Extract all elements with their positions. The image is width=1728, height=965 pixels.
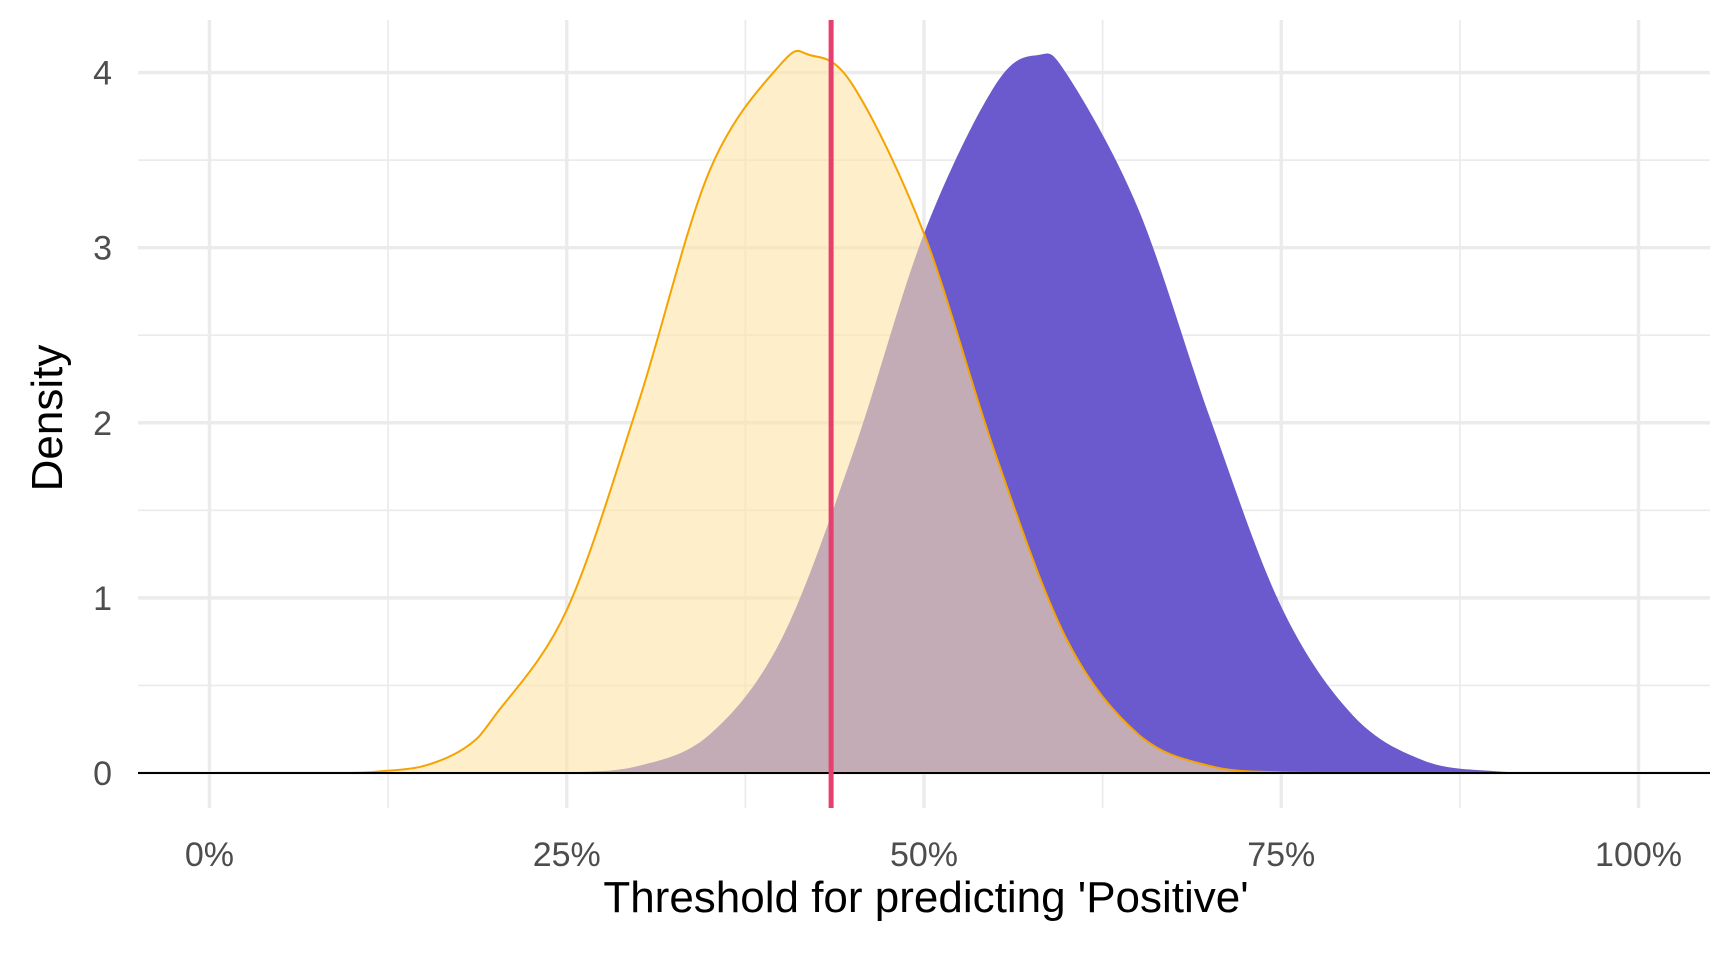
reference-lines — [138, 20, 1710, 808]
y-axis-ticks: 0 1 2 3 4 — [93, 55, 112, 793]
y-tick-label: 0 — [93, 755, 112, 793]
x-tick-label: 50% — [890, 836, 958, 874]
x-tick-label: 25% — [533, 836, 601, 874]
x-tick-label: 0% — [185, 836, 234, 874]
y-tick-label: 4 — [93, 55, 112, 93]
x-tick-label: 100% — [1595, 836, 1682, 874]
y-axis-title: Density — [23, 345, 72, 492]
x-axis-title: Threshold for predicting 'Positive' — [603, 873, 1248, 922]
x-axis-ticks: 0% 25% 50% 75% 100% — [185, 836, 1682, 874]
y-tick-label: 1 — [93, 580, 112, 618]
x-tick-label: 75% — [1247, 836, 1315, 874]
y-tick-label: 2 — [93, 405, 112, 443]
density-area-2 — [209, 50, 1639, 773]
y-tick-label: 3 — [93, 230, 112, 268]
